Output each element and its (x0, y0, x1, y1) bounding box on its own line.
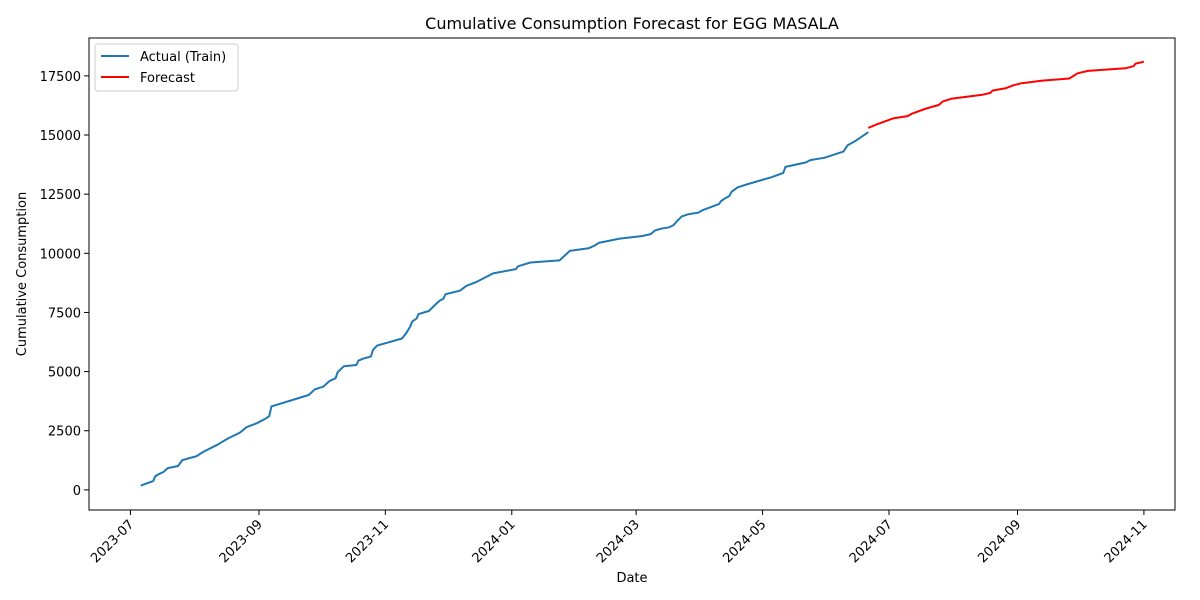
y-tick-label: 2500 (48, 425, 81, 440)
series-points-train (140, 132, 869, 486)
y-tick-label: 12500 (40, 188, 81, 203)
y-axis: 0 2500 5000 7500 10000 12500 15000 17500 (40, 70, 89, 499)
plot-frame (88, 37, 1176, 511)
y-axis-label: Cumulative Consumption (15, 192, 30, 356)
chart-title: Cumulative Consumption Forecast for EGG … (425, 14, 839, 33)
legend: Actual (Train) Forecast (94, 43, 239, 92)
series-line-train (140, 131, 869, 487)
y-tick-label: 7500 (48, 306, 81, 321)
y-tick-label: 10000 (40, 247, 81, 262)
x-axis-label: Date (616, 571, 647, 586)
y-tick-label: 5000 (48, 366, 81, 381)
series-points-forecast (868, 61, 1144, 128)
legend-box (94, 43, 239, 92)
plot-area (140, 60, 1145, 487)
legend-label-forecast: Forecast (140, 71, 195, 86)
legend-label-train: Actual (Train) (140, 50, 226, 65)
y-tick-label: 0 (73, 484, 81, 499)
y-tick-label: 17500 (40, 70, 81, 85)
y-tick-label: 15000 (40, 129, 81, 144)
